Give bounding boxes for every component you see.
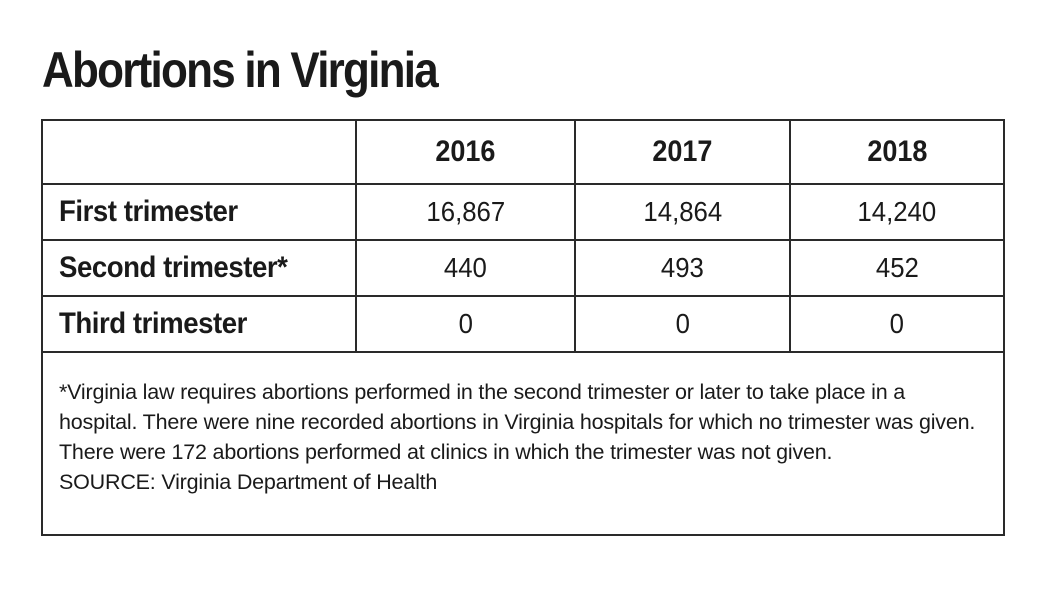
table-cell: 452: [789, 239, 1003, 297]
table-cell: 0: [789, 295, 1003, 353]
table-cell: 440: [355, 239, 576, 297]
row-label-second-trimester: Second trimester*: [43, 239, 357, 297]
table-cell: 493: [574, 239, 791, 297]
table-row: Third trimester 0 0 0: [43, 295, 1003, 353]
table-cell: 14,240: [789, 183, 1003, 241]
header-row: 2016 2017 2018: [43, 121, 1003, 185]
table-row: First trimester 16,867 14,864 14,240: [43, 183, 1003, 241]
table-cell: 14,864: [574, 183, 791, 241]
column-header-2018: 2018: [789, 121, 1003, 185]
notes-block: *Virginia law requires abortions perform…: [59, 377, 989, 497]
row-label-first-trimester: First trimester: [43, 183, 357, 241]
source-line: SOURCE: Virginia Department of Health: [59, 470, 438, 494]
row-label-third-trimester: Third trimester: [43, 295, 357, 353]
table-row: Second trimester* 440 493 452: [43, 239, 1003, 297]
column-header-2017: 2017: [574, 121, 791, 185]
data-table: 2016 2017 2018 First trimester 16,867 14…: [43, 121, 1003, 353]
table-frame: 2016 2017 2018 First trimester 16,867 14…: [41, 119, 1005, 536]
table-cell: 16,867: [355, 183, 576, 241]
header-corner-cell: [43, 121, 357, 185]
chart-title: Abortions in Virginia: [42, 42, 439, 98]
table-cell: 0: [355, 295, 576, 353]
table-cell: 0: [574, 295, 791, 353]
column-header-2016: 2016: [355, 121, 576, 185]
footnote: *Virginia law requires abortions perform…: [59, 380, 976, 464]
